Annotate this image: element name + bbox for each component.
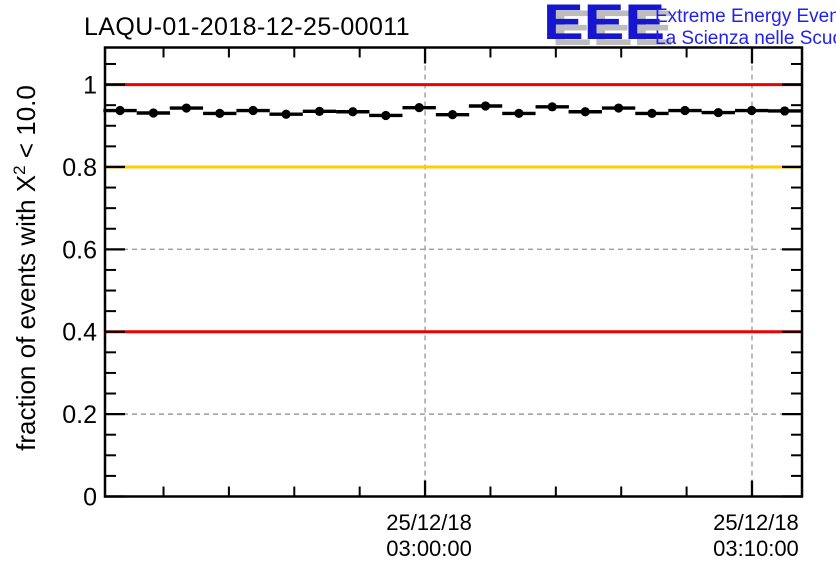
data-point xyxy=(447,110,458,120)
data-point xyxy=(248,105,258,116)
y-tick-label: 0 xyxy=(83,484,97,512)
data-point xyxy=(747,105,757,116)
data-point xyxy=(713,107,723,118)
x-tick-label-date: 25/12/18 xyxy=(713,510,799,535)
data-point xyxy=(580,107,590,117)
y-tick-label: 0.6 xyxy=(62,236,97,264)
x-tick-label-time: 03:00:00 xyxy=(386,536,472,561)
chart-title: LAQU-01-2018-12-25-00011 xyxy=(84,13,411,41)
data-point xyxy=(215,108,225,119)
x-tick-label-time: 03:10:00 xyxy=(713,536,799,561)
data-point xyxy=(115,105,125,116)
y-tick-label: 1 xyxy=(83,72,97,100)
eee-logo-tagline-it: La Scienza nelle Scuole xyxy=(655,28,836,49)
axis-frame xyxy=(103,46,804,498)
data-point xyxy=(613,103,624,113)
data-point xyxy=(547,102,557,112)
eee-logo: EEE xyxy=(543,0,666,50)
eee-logo-tagline-en: Extreme Energy Events xyxy=(655,6,836,27)
data-point xyxy=(514,108,524,119)
data-point xyxy=(414,103,424,113)
data-point xyxy=(480,101,491,111)
y-tick-label: 0.2 xyxy=(62,401,97,429)
data-point xyxy=(348,107,358,117)
data-point xyxy=(780,106,790,116)
y-tick-label: 0.8 xyxy=(62,154,97,182)
data-point xyxy=(680,105,690,116)
data-point xyxy=(314,106,325,116)
y-axis-title: fraction of events with X2 < 10.0 xyxy=(10,85,42,451)
data-point xyxy=(281,109,291,119)
data-point xyxy=(381,110,391,121)
y-tick-label: 0.4 xyxy=(62,319,97,347)
data-point xyxy=(181,103,192,113)
y-axis-title-superscript: 2 xyxy=(10,165,30,175)
x-tick-label-date: 25/12/18 xyxy=(386,510,472,535)
y-axis-title-suffix: < 10.0 xyxy=(10,85,41,166)
y-axis-title-text: fraction of events with X xyxy=(10,174,41,451)
data-point xyxy=(148,108,158,118)
data-point xyxy=(647,108,657,119)
